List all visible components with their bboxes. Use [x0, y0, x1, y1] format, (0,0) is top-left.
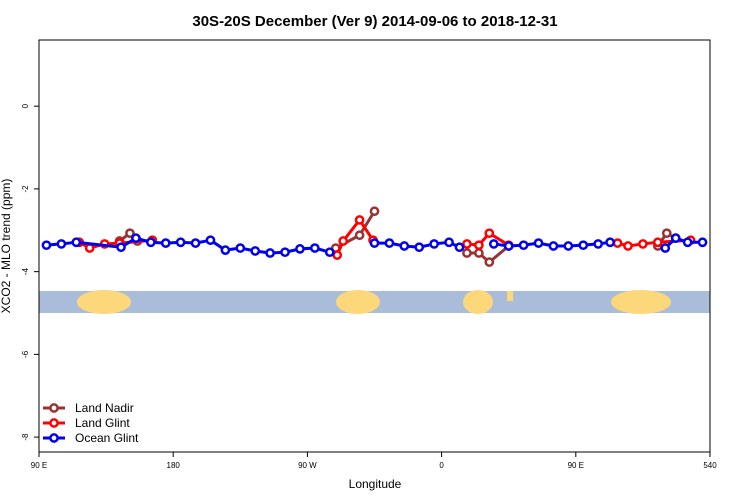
- data-point: [41, 240, 52, 251]
- y-tick-label: -8: [21, 433, 30, 441]
- data-point: [295, 244, 305, 254]
- data-point: [310, 243, 320, 253]
- data-point: [652, 237, 663, 248]
- data-point: [661, 228, 672, 239]
- data-point: [71, 237, 82, 248]
- x-tick-label: 180: [167, 461, 181, 470]
- data-point: [578, 240, 589, 251]
- data-point: [369, 206, 380, 217]
- data-point: [332, 250, 343, 260]
- data-point: [145, 237, 156, 248]
- data-point: [429, 239, 439, 249]
- legend-marker: [49, 418, 59, 428]
- plot-frame: [38, 39, 711, 453]
- data-point: [399, 241, 410, 251]
- data-point: [533, 238, 544, 248]
- x-axis-label: Longitude: [349, 477, 402, 491]
- data-point: [175, 237, 186, 248]
- data-point: [205, 235, 216, 246]
- y-tick-label: -4: [21, 268, 30, 276]
- legend-label: Ocean Glint: [75, 431, 139, 445]
- y-tick-label: -2: [21, 185, 30, 193]
- data-point: [670, 233, 681, 243]
- legend-label: Land Glint: [75, 416, 130, 430]
- data-point: [354, 230, 365, 241]
- data-point: [462, 239, 472, 249]
- data-point: [444, 237, 454, 248]
- y-tick-label: 0: [21, 103, 30, 108]
- land: [463, 290, 493, 314]
- legend-marker: [49, 403, 59, 413]
- data-point: [612, 238, 623, 248]
- series-line: [118, 210, 677, 265]
- data-point: [220, 245, 231, 255]
- x-tick-label: 540: [703, 461, 717, 470]
- data-point: [682, 237, 693, 248]
- data-point: [56, 239, 67, 249]
- data-point: [160, 238, 171, 248]
- data-point: [116, 242, 126, 253]
- legend-label: Land Nadir: [75, 401, 134, 415]
- data-point: [190, 238, 201, 248]
- data-point: [488, 239, 499, 249]
- data-point: [354, 215, 365, 225]
- data-point: [474, 240, 484, 251]
- data-point: [324, 247, 335, 258]
- data-point: [563, 241, 574, 251]
- data-point: [484, 257, 495, 267]
- data-point: [623, 241, 633, 251]
- data-point: [131, 233, 141, 243]
- data-point: [660, 243, 671, 253]
- y-tick-label: -6: [21, 350, 30, 358]
- data-point: [369, 238, 380, 248]
- x-tick-label: 0: [439, 461, 444, 470]
- data-point: [518, 240, 529, 251]
- data-point: [414, 242, 425, 253]
- data-point: [265, 248, 275, 258]
- x-tick-label: 90 W: [298, 461, 317, 470]
- chart-title: 30S-20S December (Ver 9) 2014-09-06 to 2…: [192, 13, 557, 30]
- data-point: [638, 239, 648, 249]
- data-point: [454, 242, 465, 253]
- data-point: [474, 248, 484, 258]
- data-point: [250, 246, 261, 256]
- map-strip: [39, 290, 710, 314]
- x-tick-label: 90 E: [31, 461, 47, 470]
- data-point: [484, 228, 495, 239]
- y-axis-label: XCO2 - MLO trend (ppm): [0, 179, 13, 314]
- data-point: [605, 237, 615, 248]
- data-point: [593, 239, 604, 249]
- data-point: [548, 241, 559, 251]
- data-point: [384, 238, 395, 248]
- data-point: [125, 228, 135, 239]
- data-point: [503, 241, 514, 251]
- x-tick-label: 90 E: [568, 461, 584, 470]
- data-point: [697, 237, 708, 248]
- land: [611, 290, 671, 314]
- data-point: [462, 248, 472, 258]
- data-point: [280, 247, 290, 258]
- land: [336, 290, 380, 314]
- data-point: [338, 236, 349, 246]
- data-point: [235, 243, 246, 253]
- land: [77, 290, 131, 314]
- land: [507, 291, 513, 301]
- legend-marker: [49, 433, 59, 443]
- series-line: [78, 217, 691, 256]
